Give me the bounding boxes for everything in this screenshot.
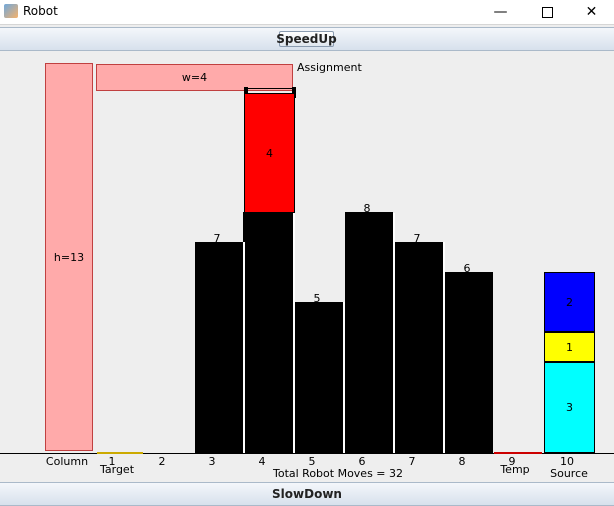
speedup-bar: SpeedUp	[0, 27, 614, 51]
height-label: h=13	[53, 250, 85, 264]
assignment-label: Assignment	[297, 61, 362, 74]
column-number: 9	[508, 455, 516, 468]
temp-marker	[494, 452, 542, 454]
slowdown-bar: SlowDown	[0, 482, 614, 506]
target-marker	[97, 452, 143, 454]
close-button[interactable]: ✕	[569, 0, 614, 24]
column-number: 4	[258, 455, 266, 468]
tower-count-7: 7	[413, 232, 421, 245]
divider	[443, 242, 445, 453]
held-block-label: 4	[266, 146, 273, 160]
tower-count-8: 6	[463, 262, 471, 275]
source-block-label: 3	[566, 401, 573, 414]
window-title: Robot	[23, 4, 58, 18]
source-block: 2	[544, 272, 595, 332]
column-number: 3	[208, 455, 216, 468]
column-number: 5	[308, 455, 316, 468]
tower-count-3: 7	[213, 232, 221, 245]
column-number: 10	[560, 455, 574, 468]
column-number: 6	[358, 455, 366, 468]
divider	[243, 242, 245, 453]
slowdown-button[interactable]: SlowDown	[272, 487, 342, 501]
target-label: Target	[99, 463, 135, 476]
source-label: Source	[550, 467, 588, 480]
close-icon: ✕	[585, 4, 598, 20]
tower-count-6: 8	[363, 202, 371, 215]
column-number: 1	[108, 455, 116, 468]
divider	[293, 213, 295, 453]
column-number: 8	[458, 455, 466, 468]
column-number: 7	[408, 455, 416, 468]
divider	[393, 213, 395, 453]
total-moves-label: Total Robot Moves = 32	[272, 467, 404, 480]
height-column: h=13	[45, 63, 93, 451]
minimize-button[interactable]: —	[478, 0, 523, 24]
held-block: 4	[244, 93, 295, 213]
maximize-button[interactable]	[525, 0, 570, 24]
title-bar: Robot — ✕	[0, 0, 614, 25]
robot-board: h=13 w=4 Assignment 4 7 5 8 7 6 2 1 3 Co…	[0, 55, 614, 483]
source-block: 1	[544, 332, 595, 362]
source-block-label: 2	[566, 295, 573, 309]
source-block: 3	[544, 362, 595, 453]
minimize-icon: —	[493, 4, 508, 20]
maximize-icon	[542, 6, 553, 18]
temp-label: Temp	[500, 463, 530, 476]
width-bar: w=4	[96, 64, 293, 91]
source-block-label: 1	[566, 340, 573, 354]
column-label: Column	[45, 455, 89, 468]
robot-gripper	[244, 87, 296, 98]
column-number: 2	[158, 455, 166, 468]
width-label: w=4	[181, 71, 208, 84]
speedup-button[interactable]: SpeedUp	[276, 31, 337, 47]
divider	[343, 302, 345, 453]
floor-line	[0, 453, 614, 454]
java-cup-icon	[4, 4, 18, 18]
tower-count-5: 5	[313, 292, 321, 305]
